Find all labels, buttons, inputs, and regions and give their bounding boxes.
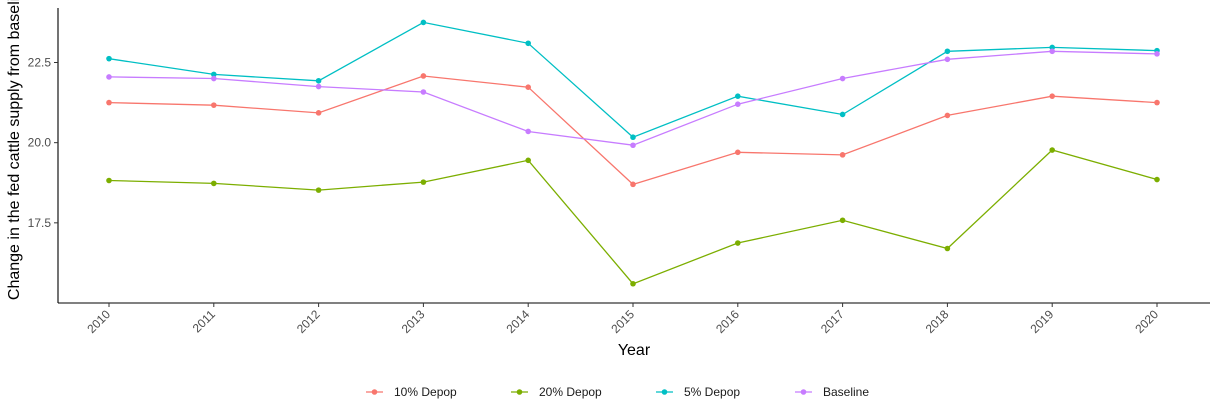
data-point-5-depop [106,55,112,62]
data-point-20-depop [630,280,636,287]
legend-label-20-depop: 20% Depop [539,385,602,399]
data-point-10-depop [1154,99,1160,106]
y-tick-label: 22.5 [28,56,52,70]
x-tick-label: 2018 [923,307,952,336]
data-point-20-depop [420,179,427,185]
data-point-20-depop [1049,147,1055,153]
legend-label-baseline: Baseline [823,385,869,399]
data-point-10-depop [420,73,427,79]
x-tick-label: 2019 [1028,307,1057,336]
legend: 10% Depop 20% Depop 5% Depop Baseline [366,385,869,399]
series-line-baseline [108,50,1158,146]
legend-label-10-depop: 10% Depop [394,385,457,399]
data-point-10-depop [525,84,531,91]
data-point-5-depop [315,77,322,84]
x-tick-label: 2014 [504,307,533,336]
data-point-5-depop [735,93,741,99]
plot-lines [108,21,1158,285]
legend-key-point-20-depop [516,389,523,395]
data-point-5-depop [211,71,217,78]
data-point-20-depop [315,187,322,193]
data-point-5-depop [420,19,427,26]
x-tick-label: 2015 [608,307,637,336]
data-point-baseline [525,128,531,135]
data-point-20-depop [525,157,531,164]
data-point-10-depop [315,110,322,116]
data-point-baseline [630,142,636,149]
data-point-5-depop [944,48,951,55]
data-point-10-depop [1049,93,1055,99]
series-line-20-depop [108,149,1158,285]
data-point-baseline [106,74,112,80]
data-point-10-depop [106,99,112,106]
data-point-5-depop [525,40,531,47]
data-point-baseline [839,75,846,82]
legend-key-point-10-depop [371,389,378,395]
data-point-20-depop [1154,176,1160,183]
series-line-5-depop [108,21,1158,138]
legend-label-5-depop: 5% Depop [684,385,740,399]
data-point-10-depop [944,112,951,119]
x-tick-label: 2010 [84,307,113,336]
data-point-5-depop [1049,44,1055,51]
data-point-20-depop [944,245,951,252]
x-ticks: 2010 2011 2012 2013 2014 2015 2016 2017 2018 2019… [84,303,1161,336]
data-point-baseline [211,75,217,82]
data-point-20-depop [839,217,846,224]
x-tick-label: 2011 [190,307,218,335]
data-point-10-depop [839,152,846,158]
x-tick-label: 2016 [713,307,742,336]
y-tick-label: 20.0 [28,136,52,150]
data-point-baseline [1049,48,1055,55]
y-ticks: 17.5 20.0 22.5 [28,56,58,230]
x-tick-label: 2012 [294,307,323,336]
legend-key-point-5-depop [661,389,668,395]
data-point-baseline [1154,51,1160,57]
data-point-baseline [735,101,741,107]
series-line-10-depop [108,75,1158,186]
x-tick-label: 2020 [1132,307,1161,336]
legend-key-point-baseline [800,389,807,395]
data-point-5-depop [630,134,636,141]
x-tick-label: 2013 [399,307,428,336]
data-point-baseline [944,56,951,63]
y-tick-label: 17.5 [28,216,52,230]
data-point-20-depop [735,240,741,246]
data-point-10-depop [735,149,741,156]
y-axis-title: Change in the fed cattle supply from bas… [6,0,23,300]
data-point-baseline [315,83,322,90]
data-point-10-depop [211,102,217,108]
plot-points [106,19,1160,287]
data-point-20-depop [106,177,112,184]
data-point-10-depop [630,181,636,188]
data-point-20-depop [211,180,217,187]
data-point-baseline [420,89,427,95]
data-point-5-depop [839,111,846,118]
x-axis-title: Year [618,342,651,359]
x-tick-label: 2017 [818,307,847,336]
